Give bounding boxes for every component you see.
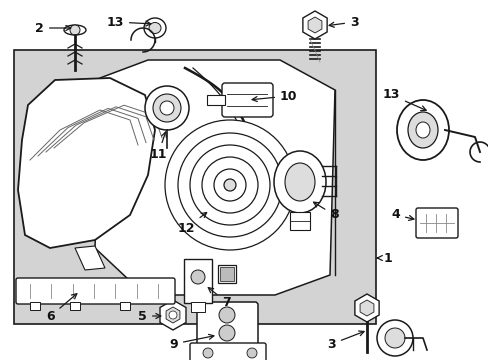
Circle shape <box>191 270 204 284</box>
FancyBboxPatch shape <box>16 278 175 304</box>
Bar <box>206 95 224 105</box>
Circle shape <box>153 94 181 122</box>
Text: 9: 9 <box>169 334 213 351</box>
Circle shape <box>219 307 235 323</box>
Circle shape <box>164 120 294 250</box>
Text: 8: 8 <box>313 202 338 221</box>
Text: 12: 12 <box>177 212 206 234</box>
Bar <box>14 50 375 324</box>
Bar <box>191 302 204 312</box>
Text: 13: 13 <box>106 15 150 28</box>
Bar <box>30 302 40 310</box>
Ellipse shape <box>285 163 314 201</box>
Circle shape <box>203 348 213 358</box>
Text: 2: 2 <box>35 22 71 35</box>
Ellipse shape <box>273 151 325 213</box>
Text: 3: 3 <box>326 331 364 351</box>
Ellipse shape <box>415 122 429 138</box>
FancyBboxPatch shape <box>190 343 265 360</box>
Ellipse shape <box>64 25 86 35</box>
Ellipse shape <box>149 22 161 33</box>
Circle shape <box>224 179 236 191</box>
Circle shape <box>384 328 404 348</box>
Text: 13: 13 <box>382 89 426 111</box>
Bar <box>120 302 130 310</box>
Circle shape <box>169 311 177 319</box>
Circle shape <box>145 86 189 130</box>
Circle shape <box>178 133 282 237</box>
FancyBboxPatch shape <box>183 259 212 303</box>
FancyBboxPatch shape <box>415 208 457 238</box>
Bar <box>289 212 309 230</box>
Circle shape <box>246 348 257 358</box>
Ellipse shape <box>143 18 165 38</box>
Bar <box>70 302 80 310</box>
Ellipse shape <box>396 100 448 160</box>
Circle shape <box>70 25 80 35</box>
Text: 7: 7 <box>208 288 230 309</box>
Polygon shape <box>75 246 105 270</box>
Bar <box>218 265 236 283</box>
Text: 5: 5 <box>138 310 161 323</box>
FancyBboxPatch shape <box>197 302 258 358</box>
Ellipse shape <box>407 112 437 148</box>
Polygon shape <box>95 60 334 295</box>
Circle shape <box>202 157 258 213</box>
Circle shape <box>214 169 245 201</box>
Polygon shape <box>18 78 155 248</box>
Text: 10: 10 <box>252 90 297 103</box>
Text: 3: 3 <box>328 15 358 28</box>
FancyBboxPatch shape <box>222 83 272 117</box>
Text: 4: 4 <box>390 208 413 221</box>
Circle shape <box>190 145 269 225</box>
Text: 1: 1 <box>376 252 391 265</box>
Circle shape <box>219 325 235 341</box>
Bar <box>220 267 234 281</box>
Text: 6: 6 <box>46 294 77 323</box>
Circle shape <box>160 101 174 115</box>
Circle shape <box>376 320 412 356</box>
Text: 11: 11 <box>149 132 166 161</box>
